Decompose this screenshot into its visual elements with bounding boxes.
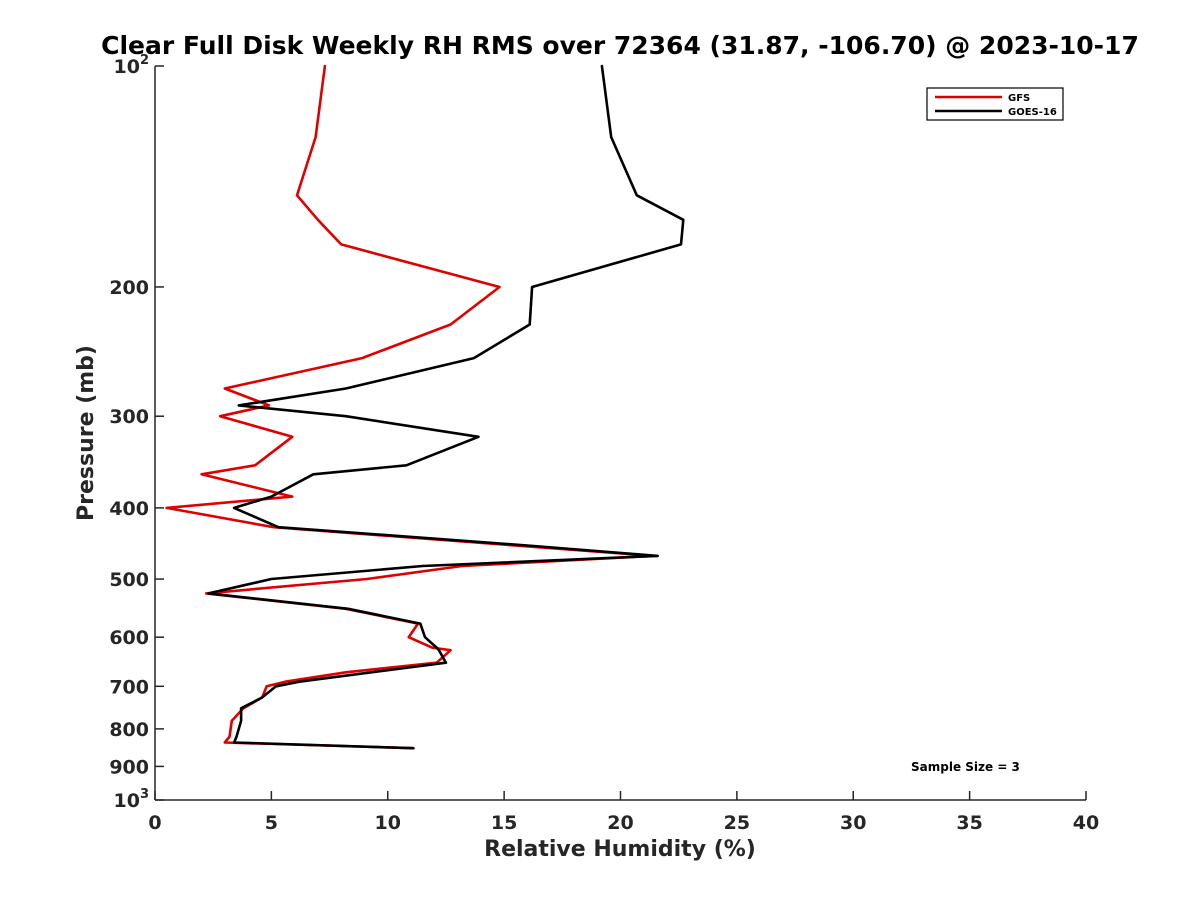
series-line-goes-16 [207,64,685,750]
legend-label-gfs: GFS [1008,93,1030,104]
x-ticks: 0 5 10 15 20 25 30 35 40 [148,791,1099,834]
y-tick-label: 300 [109,406,149,428]
y-tick-label: 600 [109,627,149,649]
legend-label-goes-16: GOES-16 [1008,107,1057,118]
y-tick-label: 700 [109,676,149,698]
chart-title: Clear Full Disk Weekly RH RMS over 72364… [101,31,1139,60]
y-ticks: 102 200 300 400 500 600 700 800 900 103 [109,53,164,812]
series-layer [165,64,685,750]
x-tick-label: 5 [265,812,278,834]
sample-size-annotation: Sample Size = 3 [911,760,1020,774]
x-axis-label: Relative Humidity (%) [484,837,756,862]
y-tick-label: 800 [109,719,149,741]
legend: GFS GOES-16 [926,87,1064,121]
x-tick-label: 20 [607,812,633,834]
x-tick-label: 15 [491,812,517,834]
legend-box [926,87,1064,121]
y-tick-label: 200 [109,277,149,299]
x-tick-label: 30 [840,812,866,834]
y-axis-label: Pressure (mb) [74,345,99,521]
plot-area: 0 5 10 15 20 25 30 35 40 102 200 300 400 500 600 700 80… [109,53,1099,834]
y-tick-label: 400 [109,498,149,520]
y-tick-label: 900 [109,756,149,778]
x-tick-label: 0 [148,812,161,834]
x-tick-label: 35 [956,812,982,834]
y-tick-label: 102 [114,53,150,78]
y-tick-label: 500 [109,569,149,591]
y-tick-label: 103 [114,787,150,812]
x-tick-label: 25 [724,812,750,834]
x-tick-label: 40 [1073,812,1099,834]
x-tick-label: 10 [375,812,401,834]
